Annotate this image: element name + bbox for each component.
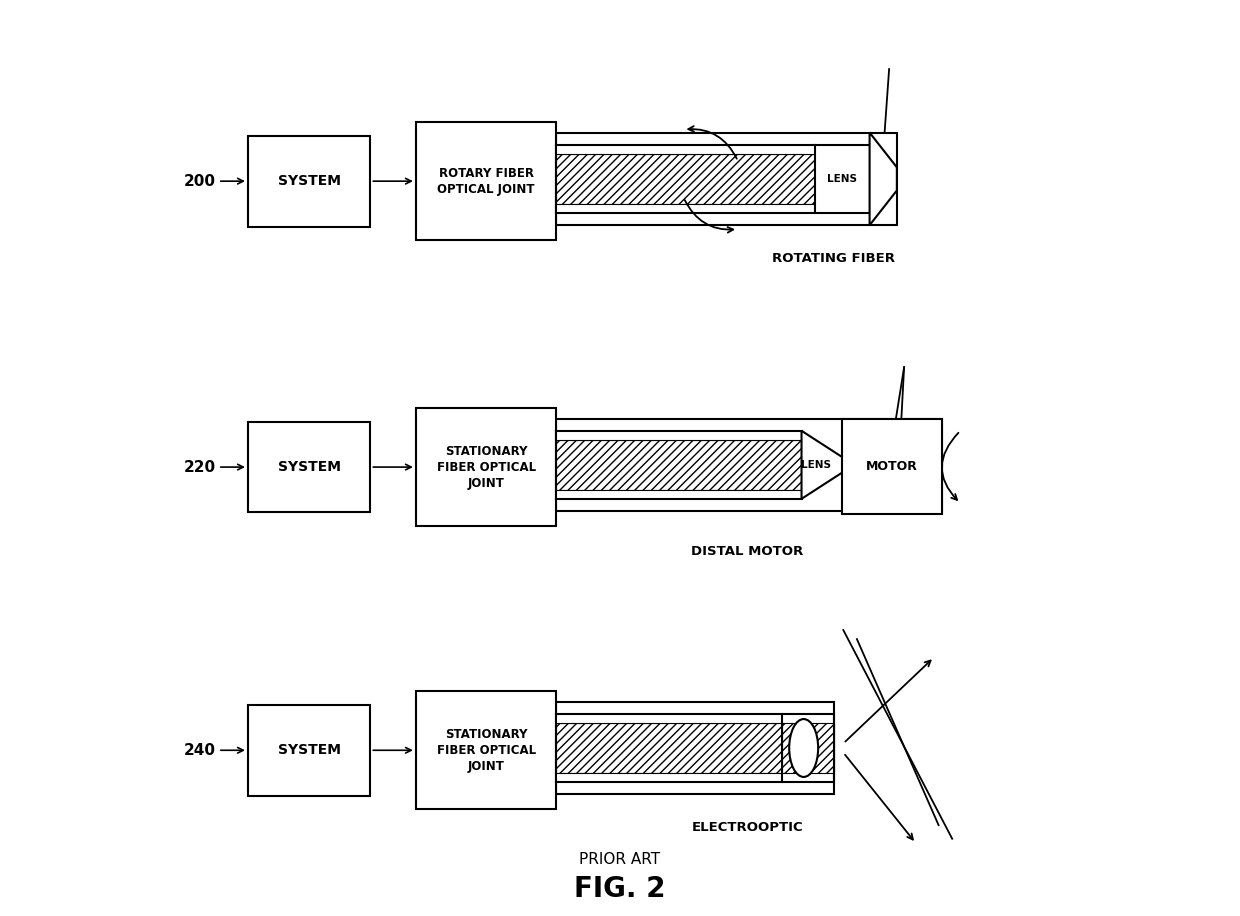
Bar bbox=[842, 419, 942, 514]
Polygon shape bbox=[869, 133, 897, 225]
Bar bbox=[557, 723, 781, 773]
Bar bbox=[248, 705, 371, 796]
Bar bbox=[557, 714, 781, 723]
Bar bbox=[415, 409, 557, 526]
Text: ELECTROOPTIC: ELECTROOPTIC bbox=[691, 821, 802, 834]
Text: 200: 200 bbox=[184, 174, 216, 189]
Text: SYSTEM: SYSTEM bbox=[278, 460, 341, 474]
Bar bbox=[557, 133, 897, 225]
Text: FIG. 2: FIG. 2 bbox=[574, 875, 666, 903]
Text: PRIOR ART: PRIOR ART bbox=[579, 852, 661, 867]
Bar bbox=[248, 136, 371, 226]
Polygon shape bbox=[801, 431, 842, 499]
Text: LENS: LENS bbox=[827, 174, 857, 184]
Bar bbox=[248, 421, 371, 512]
Bar bbox=[557, 490, 801, 499]
Text: 240: 240 bbox=[184, 743, 216, 758]
Ellipse shape bbox=[789, 719, 818, 777]
Text: STATIONARY
FIBER OPTICAL
JOINT: STATIONARY FIBER OPTICAL JOINT bbox=[436, 728, 536, 773]
Text: DISTAL MOTOR: DISTAL MOTOR bbox=[691, 545, 804, 558]
Text: ROTARY FIBER
OPTICAL JOINT: ROTARY FIBER OPTICAL JOINT bbox=[438, 167, 534, 196]
Bar bbox=[557, 204, 815, 213]
Text: 220: 220 bbox=[184, 460, 216, 474]
Bar bbox=[415, 122, 557, 240]
Bar bbox=[557, 419, 942, 511]
Bar bbox=[415, 692, 557, 809]
Bar bbox=[557, 702, 835, 794]
Text: STATIONARY
FIBER OPTICAL
JOINT: STATIONARY FIBER OPTICAL JOINT bbox=[436, 444, 536, 489]
Bar bbox=[815, 145, 869, 213]
Bar bbox=[557, 145, 815, 154]
Text: LENS: LENS bbox=[801, 460, 831, 470]
Text: SYSTEM: SYSTEM bbox=[278, 174, 341, 188]
Bar bbox=[557, 440, 801, 490]
Text: SYSTEM: SYSTEM bbox=[278, 743, 341, 758]
Bar bbox=[557, 431, 801, 440]
Text: ROTATING FIBER: ROTATING FIBER bbox=[771, 252, 895, 265]
Bar bbox=[781, 714, 835, 782]
Bar bbox=[781, 723, 835, 773]
Bar bbox=[557, 773, 781, 782]
Text: MOTOR: MOTOR bbox=[867, 460, 919, 474]
Bar bbox=[557, 154, 815, 204]
